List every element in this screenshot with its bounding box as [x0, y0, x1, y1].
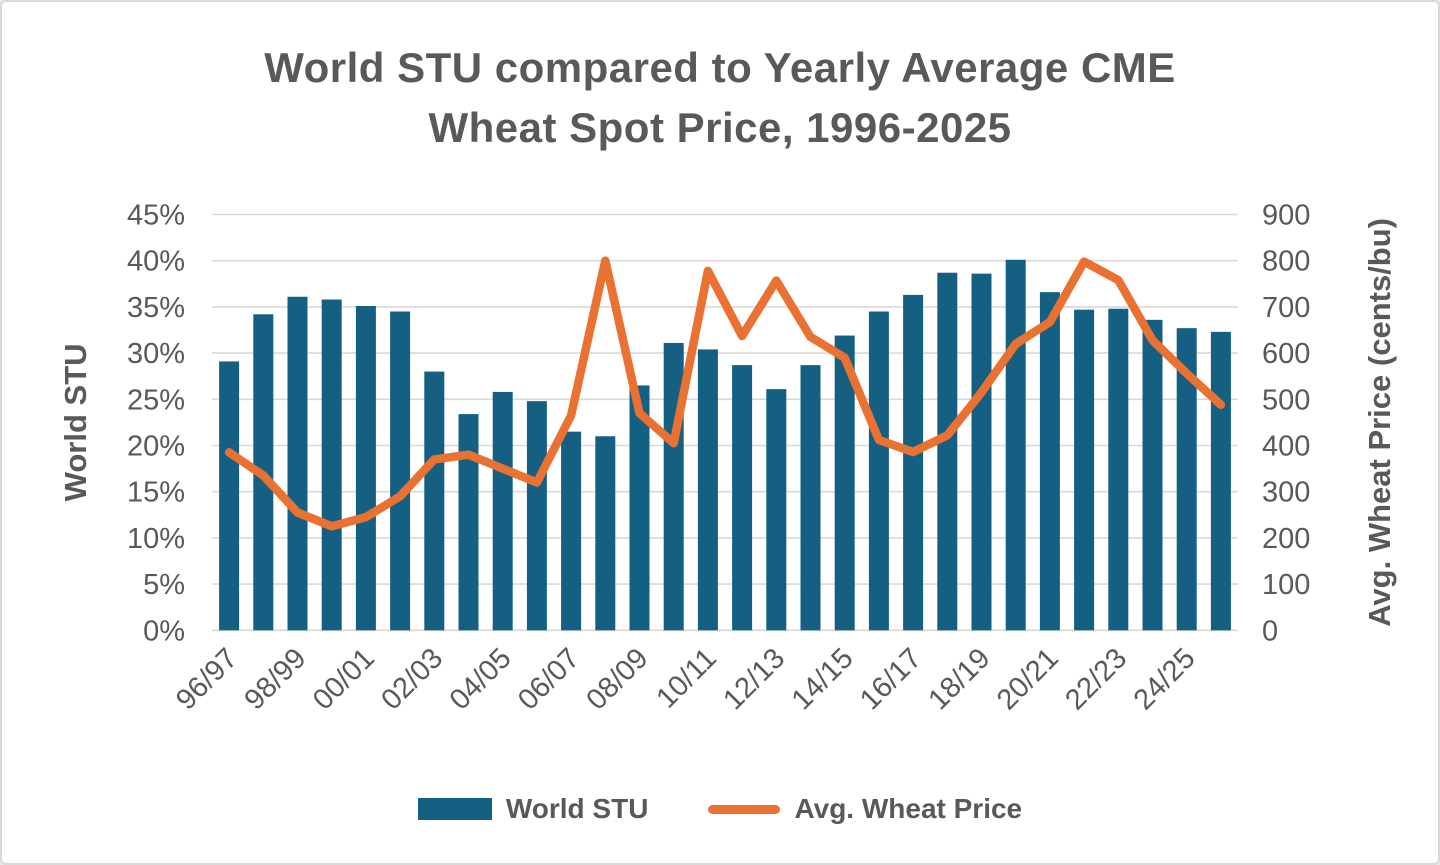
bar-world-stu	[1176, 328, 1197, 631]
chart-title: World STU compared to Yearly Average CME…	[2, 38, 1438, 158]
right-axis-tick-label: 0	[1262, 615, 1278, 647]
bar-world-stu	[800, 365, 821, 631]
x-axis-tick-label: 24/25	[1128, 642, 1202, 716]
bar-world-stu	[526, 401, 547, 631]
bar-world-stu	[1005, 259, 1026, 631]
left-axis-tick-label: 0%	[143, 615, 185, 647]
right-axis-tick-label: 600	[1262, 338, 1310, 370]
bar-world-stu	[458, 414, 479, 631]
x-axis-tick-label: 06/07	[512, 642, 586, 716]
left-axis-tick-label: 15%	[127, 477, 185, 509]
left-axis-tick-label: 40%	[127, 246, 185, 278]
bar-world-stu	[971, 273, 992, 631]
right-axis-tick-label: 200	[1262, 523, 1310, 555]
x-axis-tick-label: 12/13	[717, 642, 791, 716]
bar-world-stu	[1108, 308, 1129, 631]
x-axis-tick-label: 08/09	[581, 642, 655, 716]
bar-world-stu	[321, 299, 342, 631]
legend-item-world-stu: World STU	[417, 793, 649, 825]
right-axis-tick-label: 300	[1262, 477, 1310, 509]
left-axis-tick-label: 45%	[127, 200, 185, 232]
bar-world-stu	[561, 431, 582, 631]
left-axis-tick-label: 5%	[143, 569, 185, 601]
x-axis-tick-label: 22/23	[1059, 642, 1133, 716]
bar-world-stu	[697, 349, 718, 631]
left-axis-title: World STU	[58, 343, 93, 501]
right-axis-tick-label: 100	[1262, 569, 1310, 601]
bar-world-stu	[1039, 292, 1060, 631]
bar-world-stu	[1210, 331, 1231, 631]
x-axis-tick-label: 98/99	[239, 642, 313, 716]
left-axis-tick-label: 30%	[127, 338, 185, 370]
bar-world-stu	[1142, 319, 1163, 631]
x-axis-tick-label: 14/15	[786, 642, 860, 716]
right-axis-tick-label: 400	[1262, 431, 1310, 463]
legend-label: World STU	[505, 793, 649, 824]
bar-world-stu	[868, 311, 889, 631]
chart-title-line-1: World STU compared to Yearly Average CME	[264, 44, 1176, 91]
x-axis-tick-label: 18/19	[923, 642, 997, 716]
legend-item-avg-wheat-price: Avg. Wheat Price	[708, 793, 1022, 825]
bar-world-stu	[732, 365, 753, 631]
legend-label: Avg. Wheat Price	[794, 793, 1023, 824]
x-axis-tick-label: 20/21	[991, 642, 1065, 716]
right-axis-tick-label: 500	[1262, 384, 1310, 416]
x-axis-tick-label: 10/11	[650, 642, 722, 714]
x-axis-tick-label: 96/97	[170, 642, 244, 716]
bar-world-stu	[937, 272, 958, 631]
left-axis-tick-label: 10%	[127, 523, 185, 555]
bar-world-stu	[219, 361, 240, 631]
chart-title-line-2: Wheat Spot Price, 1996-2025	[428, 104, 1012, 151]
right-axis-tick-label: 800	[1262, 246, 1310, 278]
bar-world-stu	[287, 296, 308, 631]
bar-world-stu	[355, 305, 376, 631]
right-axis-tick-label: 900	[1262, 200, 1310, 232]
bar-world-stu	[766, 389, 787, 631]
line-swatch-icon	[708, 804, 781, 814]
x-axis-tick-label: 16/17	[854, 642, 928, 716]
legend: World STU Avg. Wheat Price	[2, 793, 1438, 825]
right-axis-tick-label: 700	[1262, 292, 1310, 324]
bar-world-stu	[595, 436, 616, 631]
left-axis-tick-label: 20%	[127, 431, 185, 463]
bar-world-stu	[492, 391, 513, 631]
bar-swatch-icon	[417, 798, 492, 820]
bar-world-stu	[903, 294, 924, 631]
x-axis-tick-label: 04/05	[444, 642, 518, 716]
bar-world-stu	[629, 385, 650, 631]
bar-world-stu	[424, 371, 445, 631]
bar-world-stu	[834, 335, 855, 631]
bar-world-stu	[663, 342, 684, 631]
left-axis-tick-label: 35%	[127, 292, 185, 324]
bar-world-stu	[390, 311, 411, 631]
right-axis-title: Avg. Wheat Price (cents/bu)	[1362, 218, 1397, 627]
avg-wheat-price-line	[224, 256, 1226, 531]
left-axis-tick-label: 25%	[127, 384, 185, 416]
x-axis-tick-label: 02/03	[375, 642, 449, 716]
bar-world-stu	[1074, 309, 1095, 631]
x-axis-tick-label: 00/01	[307, 642, 381, 716]
